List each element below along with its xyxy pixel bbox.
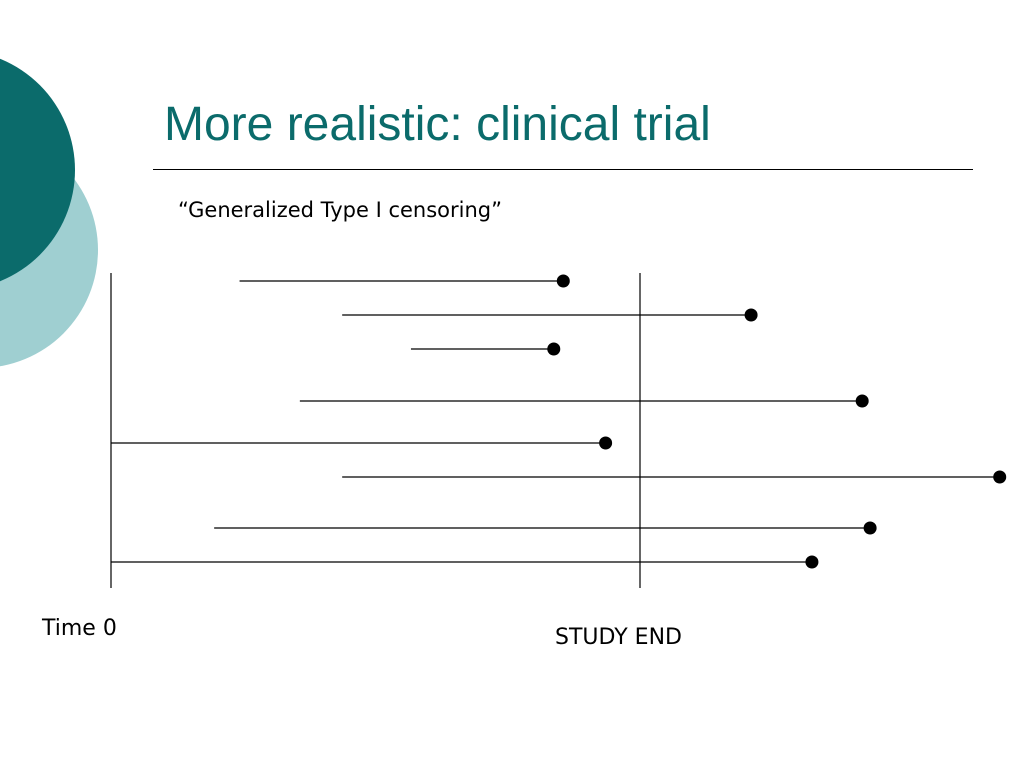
slide-subtitle: “Generalized Type I censoring” [178, 198, 503, 222]
decor-circle-dark [0, 58, 75, 282]
subject-endpoint-5 [599, 436, 613, 450]
title-divider [153, 169, 973, 170]
subject-endpoint-2 [744, 308, 758, 322]
subject-endpoint-6 [993, 470, 1007, 484]
slide-title: More realistic: clinical trial [164, 98, 711, 151]
subject-endpoint-1 [556, 274, 570, 288]
time-zero-label: Time 0 [42, 616, 117, 641]
subject-endpoint-3 [547, 342, 561, 356]
subject-endpoint-4 [855, 394, 869, 408]
decorative-circles [0, 58, 98, 367]
subject-endpoint-7 [863, 521, 877, 535]
subject-endpoint-8 [805, 555, 819, 569]
study-end-label: STUDY END [555, 625, 682, 650]
subject-lines [111, 274, 1007, 569]
